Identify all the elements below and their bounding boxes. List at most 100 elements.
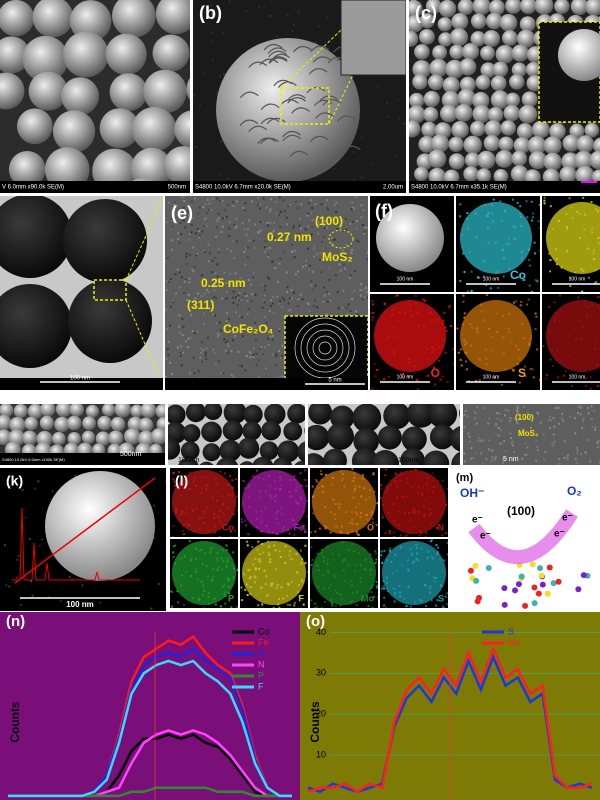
speckle — [21, 488, 24, 491]
speckle — [281, 296, 284, 299]
speckle — [430, 599, 433, 602]
speckle — [384, 531, 387, 534]
speckle — [250, 283, 253, 286]
speckle — [226, 576, 229, 579]
speckle — [321, 485, 324, 488]
speckle — [167, 280, 170, 283]
speckle — [335, 201, 338, 204]
speckle — [596, 210, 599, 213]
speckle — [355, 591, 358, 594]
particle — [412, 74, 428, 90]
speckle — [270, 584, 273, 587]
speckle — [357, 533, 360, 536]
inset — [340, 0, 406, 76]
speckle — [228, 586, 231, 589]
speckle — [459, 279, 462, 282]
speckle — [269, 14, 272, 17]
speckle — [355, 310, 358, 313]
speckle — [336, 221, 339, 224]
speckle — [266, 594, 269, 597]
speckle — [226, 247, 229, 250]
speckle — [342, 569, 345, 572]
speckle — [504, 408, 507, 411]
speckle — [556, 349, 559, 352]
speckle — [468, 440, 471, 443]
speckle — [360, 512, 363, 515]
nanosheet — [292, 45, 312, 53]
speckle — [304, 228, 307, 231]
speckle — [443, 559, 446, 562]
speckle — [371, 511, 374, 514]
particle — [462, 43, 480, 61]
speckle — [470, 447, 473, 450]
speckle — [321, 241, 324, 244]
particle — [554, 0, 570, 15]
speckle — [29, 538, 32, 541]
speckle — [314, 203, 317, 206]
speckle — [232, 576, 235, 579]
info-bar — [0, 378, 163, 390]
speckle — [221, 225, 224, 228]
speckle — [303, 528, 306, 531]
legend-label: N — [258, 659, 265, 669]
particle — [54, 416, 70, 433]
speckle — [507, 237, 510, 240]
speckle — [268, 210, 271, 213]
speckle — [520, 300, 523, 303]
saed-ring — [312, 335, 338, 361]
speckle — [326, 199, 329, 202]
label: O — [431, 366, 440, 380]
speckle — [204, 351, 207, 354]
speckle — [507, 327, 510, 330]
panel: 100 nm Co — [456, 196, 540, 292]
speckle — [259, 229, 262, 232]
speckle — [446, 380, 449, 383]
speckle — [384, 607, 387, 608]
speckle — [165, 221, 168, 224]
speckle — [351, 522, 354, 525]
label: (n) — [6, 613, 25, 630]
speckle — [334, 589, 337, 592]
particle — [401, 426, 427, 452]
speckle — [334, 604, 337, 607]
speckle — [187, 293, 190, 296]
speckle — [351, 220, 354, 223]
speckle — [254, 293, 257, 296]
speckle — [352, 206, 355, 209]
speckle — [549, 415, 552, 418]
speckle — [176, 590, 179, 593]
speckle — [465, 352, 468, 355]
speckle — [324, 506, 327, 509]
speckle — [268, 554, 271, 557]
speckle — [415, 543, 418, 546]
speckle — [548, 331, 551, 334]
particle — [451, 451, 460, 465]
speckle — [393, 600, 396, 603]
speckle — [203, 589, 206, 592]
speckle — [384, 338, 387, 341]
speckle — [181, 334, 184, 337]
speckle — [182, 524, 185, 527]
speckle — [372, 584, 375, 587]
particle — [95, 431, 111, 446]
speckle — [270, 198, 273, 201]
speckle — [271, 260, 274, 263]
speckle — [202, 206, 205, 209]
speckle — [579, 413, 582, 416]
speckle — [349, 522, 352, 525]
speckle — [275, 517, 278, 520]
speckle — [246, 486, 249, 489]
speckle — [364, 286, 367, 289]
speckle — [190, 314, 193, 317]
speckle — [357, 552, 360, 555]
speckle — [274, 500, 277, 503]
particle — [516, 29, 536, 48]
particle — [199, 461, 214, 465]
particle — [297, 441, 305, 463]
speckle — [393, 336, 396, 339]
particle — [470, 13, 487, 29]
particle — [138, 417, 154, 433]
speckle — [311, 225, 314, 228]
speckle — [496, 417, 499, 420]
